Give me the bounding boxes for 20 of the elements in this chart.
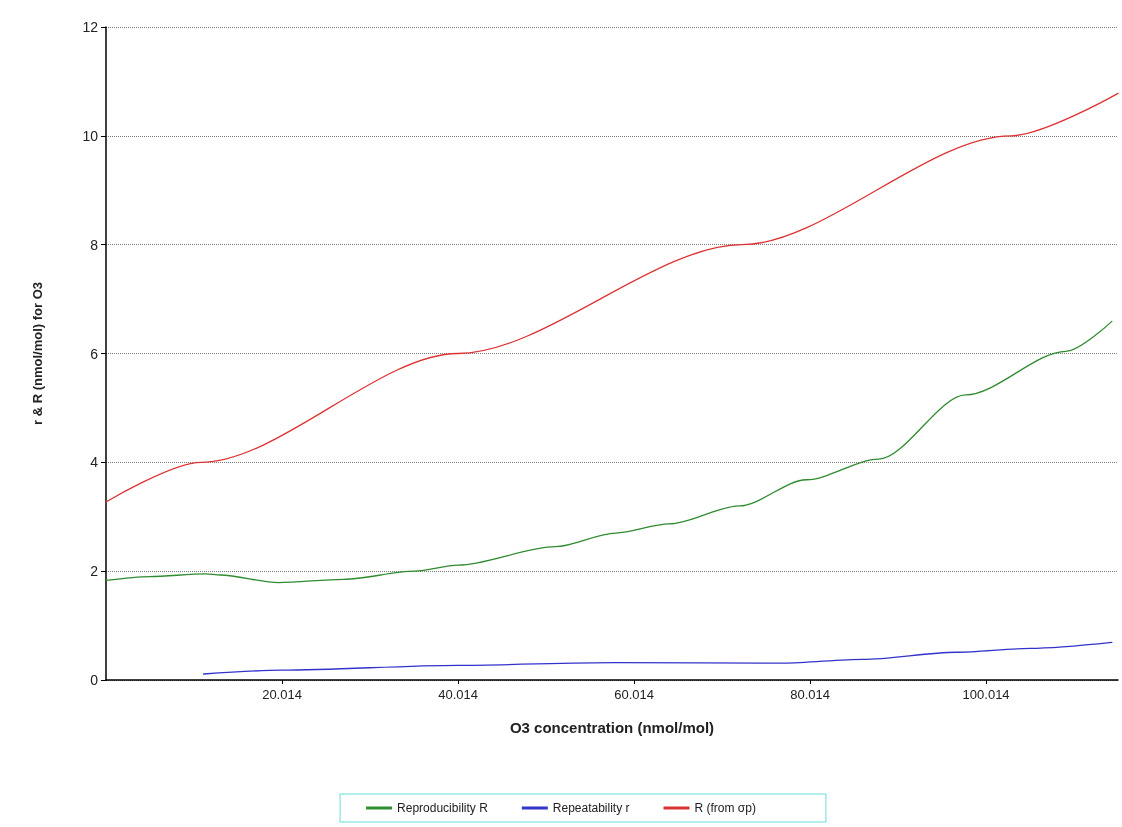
x-tick-label: 20.014 xyxy=(262,687,302,702)
x-tick-label: 100.014 xyxy=(962,687,1010,702)
y-tick-label: 0 xyxy=(90,672,99,688)
x-tick-label: 80.014 xyxy=(790,687,830,702)
y-tick-label: 12 xyxy=(82,19,99,35)
line-series xyxy=(105,92,1119,503)
legend-label: Repeatability r xyxy=(552,801,630,815)
x-tick-label: 40.014 xyxy=(438,687,478,702)
x-axis-title: O3 concentration (nmol/mol) xyxy=(509,719,715,736)
y-tick-label: 6 xyxy=(90,345,99,362)
legend-label: R (from σp) xyxy=(694,801,756,815)
y-tick-label: 4 xyxy=(90,454,99,471)
y-tick-label: 8 xyxy=(90,236,99,253)
y-tick-label: 2 xyxy=(90,563,99,580)
y-axis-title: r & R (nmol/mol) for O3 xyxy=(30,282,45,425)
line-series xyxy=(105,320,1113,584)
legend-label: Reproducibility R xyxy=(397,801,489,815)
x-tick-label: 60.014 xyxy=(614,687,654,702)
y-tick-label: 10 xyxy=(82,127,99,144)
line-series xyxy=(202,641,1113,675)
